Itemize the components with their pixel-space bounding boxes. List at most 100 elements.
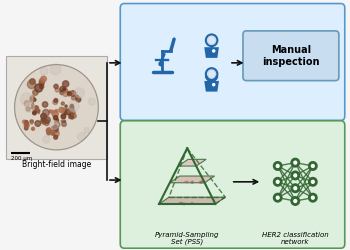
Circle shape [43,136,50,143]
Circle shape [33,111,36,115]
Circle shape [71,116,73,118]
Circle shape [24,100,30,106]
Circle shape [70,91,75,96]
Circle shape [40,84,44,88]
Circle shape [68,91,71,94]
Circle shape [35,84,43,92]
Circle shape [208,36,216,44]
Ellipse shape [191,202,193,204]
Circle shape [292,185,299,192]
Circle shape [71,95,76,100]
Circle shape [44,120,49,126]
Circle shape [159,62,162,66]
Circle shape [44,117,50,123]
Circle shape [213,50,215,52]
Circle shape [42,119,44,121]
Circle shape [49,120,58,130]
Circle shape [55,122,60,127]
Circle shape [309,194,316,201]
Text: HER2 classification
network: HER2 classification network [262,232,329,244]
Circle shape [30,120,33,123]
Circle shape [41,118,47,124]
Circle shape [71,91,76,96]
Circle shape [33,111,35,113]
Circle shape [25,120,28,124]
Circle shape [71,116,74,118]
Circle shape [53,126,58,131]
Polygon shape [159,197,225,204]
Circle shape [54,127,58,132]
Circle shape [64,112,67,114]
Ellipse shape [179,202,183,204]
Circle shape [22,120,26,123]
Circle shape [41,76,46,82]
Circle shape [55,118,58,122]
Circle shape [34,106,38,110]
Circle shape [63,81,69,87]
FancyBboxPatch shape [120,4,345,120]
Circle shape [25,122,28,126]
Circle shape [64,120,65,122]
Text: Pyramid-Sampling
Set (PSS): Pyramid-Sampling Set (PSS) [155,232,219,245]
Circle shape [68,100,79,112]
FancyBboxPatch shape [243,31,339,80]
Ellipse shape [191,181,193,183]
Ellipse shape [199,182,203,183]
Text: Bright-field image: Bright-field image [22,160,91,169]
Circle shape [89,98,95,105]
Circle shape [30,96,35,100]
Circle shape [274,162,281,170]
Circle shape [54,131,59,136]
FancyBboxPatch shape [6,56,107,159]
Circle shape [25,103,34,112]
Circle shape [46,120,49,124]
Ellipse shape [200,181,204,182]
Circle shape [51,110,55,114]
Circle shape [37,110,40,112]
Circle shape [71,111,73,113]
Circle shape [42,102,48,107]
Polygon shape [170,176,215,183]
Circle shape [41,118,46,123]
Circle shape [61,120,63,122]
Circle shape [76,97,81,102]
FancyBboxPatch shape [120,121,345,248]
Circle shape [21,93,33,106]
Circle shape [206,68,217,80]
Circle shape [70,104,74,108]
Circle shape [274,194,281,201]
Circle shape [54,135,58,139]
Circle shape [46,128,52,133]
Circle shape [40,67,48,75]
Circle shape [31,122,33,124]
Circle shape [25,126,28,130]
Circle shape [41,114,46,119]
Circle shape [47,131,51,135]
Circle shape [27,80,36,89]
Circle shape [33,110,36,114]
Circle shape [62,122,66,126]
Circle shape [309,162,316,170]
Circle shape [69,116,71,118]
Circle shape [65,105,67,107]
Circle shape [54,116,58,120]
Circle shape [35,106,38,110]
Circle shape [71,92,74,95]
Circle shape [55,120,57,122]
Circle shape [32,104,34,106]
Polygon shape [204,47,219,58]
Circle shape [30,98,35,102]
Circle shape [15,64,98,150]
Circle shape [52,111,58,117]
Circle shape [55,88,59,92]
Circle shape [54,98,58,102]
Text: 200 μm: 200 μm [11,156,33,161]
Circle shape [69,106,74,111]
Circle shape [72,114,76,118]
Circle shape [292,198,299,204]
Polygon shape [178,159,206,166]
Circle shape [60,90,64,94]
Circle shape [39,78,44,84]
Circle shape [33,90,38,95]
Circle shape [39,80,44,85]
